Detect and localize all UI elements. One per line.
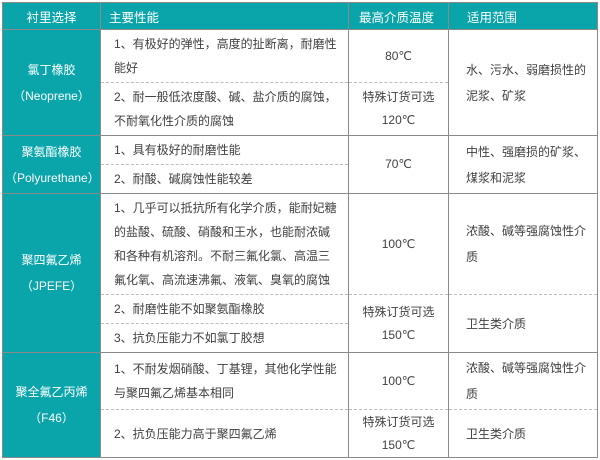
- material-en-name: （Polyurethane）: [5, 170, 100, 185]
- material-en-name: （Neoprene）: [13, 88, 90, 103]
- table-row: 2、耐磨性能不如聚氨酯橡胶 特殊订货可选 150℃ 卫生类介质: [3, 294, 598, 353]
- temperature-cell: 80℃: [348, 29, 449, 83]
- header-cell-max-temp: 最高介质温度: [348, 2, 449, 30]
- temperature-cell: 特殊订货可选 120℃: [348, 82, 449, 136]
- performance-cell: 2、耐磨性能不如聚氨酯橡胶: [100, 294, 349, 324]
- performance-cell: 1、几乎可以抵抗所有化学介质，能耐妃糖的盐酸、硫酸、硝酸和王水，也能耐浓碱和各种…: [100, 193, 349, 295]
- range-cell: 卫生类介质: [448, 409, 598, 458]
- material-name: 聚四氟乙烯: [21, 253, 82, 267]
- table-row: 聚氨酯橡胶 （Polyurethane） 1、具有极好的耐磨性能 70℃ 中性、…: [2, 135, 598, 194]
- performance-cell: 1、具有极好的耐磨性能: [100, 135, 349, 165]
- table-row: 聚全氟乙丙烯 （F46） 1、不耐发烟硝酸、丁基锂，其他化学性能与聚四氟乙烯基本…: [2, 352, 598, 458]
- temperature-value: 150℃: [381, 327, 416, 342]
- performance-cell: 3、抗负压能力不如氯丁胶想: [100, 323, 349, 353]
- temperature-cell: 特殊订货可选 150℃: [348, 409, 449, 458]
- temperature-value: 120℃: [381, 113, 416, 127]
- range-cell: 浓酸、碱等强腐蚀性介质: [448, 352, 598, 410]
- table-row: 2、耐一般低浓度酸、碱、盐介质的腐蚀，不耐氧化性介质的腐蚀 特殊订货可选 120…: [3, 82, 598, 136]
- table-row: 氯丁橡胶 （Neoprene） 1、有极好的弹性，高度的扯断离，耐磨性能好 80…: [2, 29, 598, 136]
- temperature-cell: 100℃: [348, 193, 449, 295]
- performance-cell: 1、不耐发烟硝酸、丁基锂，其他化学性能与聚四氟乙烯基本相同: [100, 352, 349, 410]
- material-en-name: （F46）: [29, 411, 74, 425]
- table-row: 3、抗负压能力不如氯丁胶想: [3, 323, 598, 353]
- range-cell: 卫生类介质: [448, 294, 598, 353]
- temperature-note: 特殊订货可选: [362, 414, 435, 429]
- table-row: 聚四氟乙烯 （JPEFE） 1、几乎可以抵抗所有化学介质，能耐妃糖的盐酸、硫酸、…: [2, 193, 598, 353]
- temperature-note: 特殊订货可选: [362, 90, 435, 104]
- temperature-value: 150℃: [381, 437, 416, 452]
- range-cell: 水、污水、弱磨损性的泥浆、矿浆: [448, 29, 598, 136]
- material-cell-ptfe: 聚四氟乙烯 （JPEFE）: [2, 193, 101, 353]
- performance-cell: 2、耐一般低浓度酸、碱、盐介质的腐蚀，不耐氧化性介质的腐蚀: [100, 82, 349, 136]
- performance-cell: 2、抗负压能力高于聚四氟乙烯: [100, 409, 349, 458]
- range-cell: 浓酸、碱等强腐蚀性介质: [448, 193, 598, 295]
- temperature-note: 特殊订货可选: [362, 304, 435, 319]
- performance-cell: 2、耐酸、碱腐蚀性能较差: [100, 164, 349, 194]
- header-row: 衬里选择 主要性能 最高介质温度 适用范围: [2, 2, 598, 30]
- material-name: 氯丁橡胶: [27, 62, 76, 77]
- material-cell-f46: 聚全氟乙丙烯 （F46）: [2, 352, 101, 458]
- header-cell-lining: 衬里选择: [2, 2, 101, 30]
- material-cell-neoprene: 氯丁橡胶 （Neoprene）: [2, 29, 101, 136]
- temperature-cell: 70℃: [348, 135, 449, 194]
- temperature-cell: 100℃: [348, 352, 449, 410]
- material-en-name: （JPEFE）: [20, 279, 83, 293]
- header-cell-performance: 主要性能: [100, 2, 349, 30]
- material-cell-polyurethane: 聚氨酯橡胶 （Polyurethane）: [2, 135, 101, 194]
- header-cell-range: 适用范围: [448, 2, 598, 30]
- temperature-cell: 特殊订货可选 150℃: [348, 294, 449, 353]
- material-name: 聚氨酯橡胶: [21, 144, 82, 159]
- material-name: 聚全氟乙丙烯: [15, 385, 88, 399]
- range-cell: 中性、强磨损的矿浆、煤浆和泥浆: [448, 135, 598, 194]
- performance-cell: 1、有极好的弹性，高度的扯断离，耐磨性能好: [100, 29, 349, 83]
